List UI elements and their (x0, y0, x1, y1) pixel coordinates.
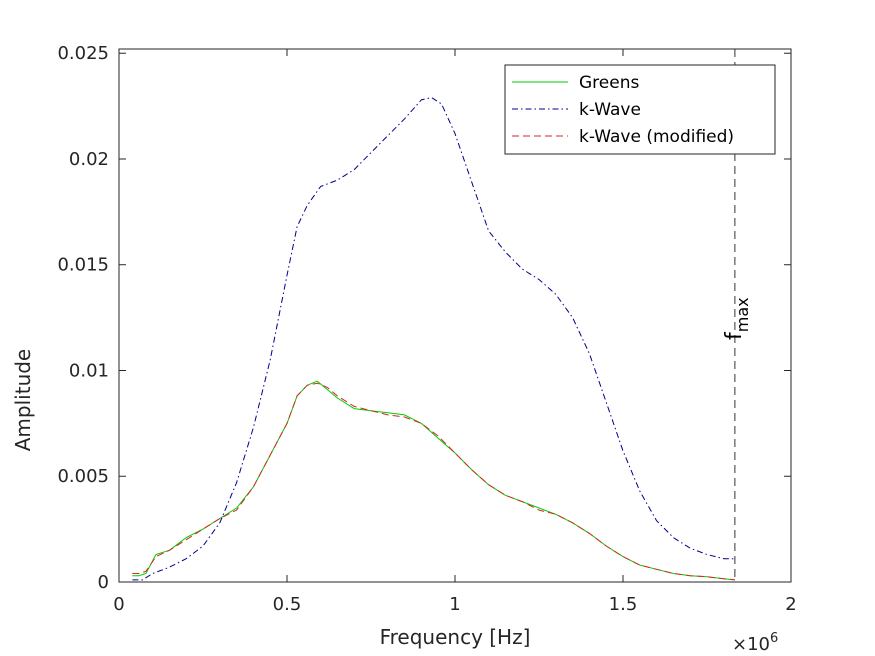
legend-box (504, 64, 776, 155)
x-tick-label: 2 (785, 594, 796, 615)
legend: Greens k-Wave k-Wave (modified) (504, 64, 776, 155)
x-tick-label: 0.5 (273, 594, 302, 615)
legend-label-greens: Greens (579, 73, 639, 93)
x-exponent-label: ×106 (732, 631, 778, 655)
x-exponent-base: ×10 (732, 634, 770, 655)
fmax-label: fmax (722, 297, 752, 340)
x-tick-label: 1.5 (609, 594, 638, 615)
series-line-k-wave (132, 97, 735, 581)
y-tick-label: 0.015 (57, 255, 109, 276)
series-line-k-wave-modified (132, 382, 735, 581)
tick-layer: 0 0.5 1 1.5 2 0 0.005 0.01 0.015 0.02 0.025 (57, 43, 796, 615)
fmax-label-main: f (722, 331, 747, 340)
y-tick-label: 0.01 (69, 360, 109, 381)
x-tick-label: 0 (113, 594, 124, 615)
legend-label-kwave: k-Wave (579, 100, 641, 120)
series-layer (132, 97, 735, 581)
y-axis-label: Amplitude (11, 349, 35, 452)
x-tick-label: 1 (449, 594, 460, 615)
x-axis-label: Frequency [Hz] (380, 625, 531, 649)
fmax-label-subscript: max (733, 297, 752, 332)
y-tick-label: 0.02 (69, 149, 109, 170)
y-tick-label: 0 (98, 572, 109, 593)
annotation-layer: fmax (722, 49, 752, 582)
x-exponent-power: 6 (770, 631, 778, 646)
legend-label-kwave-modified: k-Wave (modified) (579, 127, 734, 147)
y-tick-label: 0.005 (57, 466, 109, 487)
y-tick-label: 0.025 (57, 43, 109, 64)
